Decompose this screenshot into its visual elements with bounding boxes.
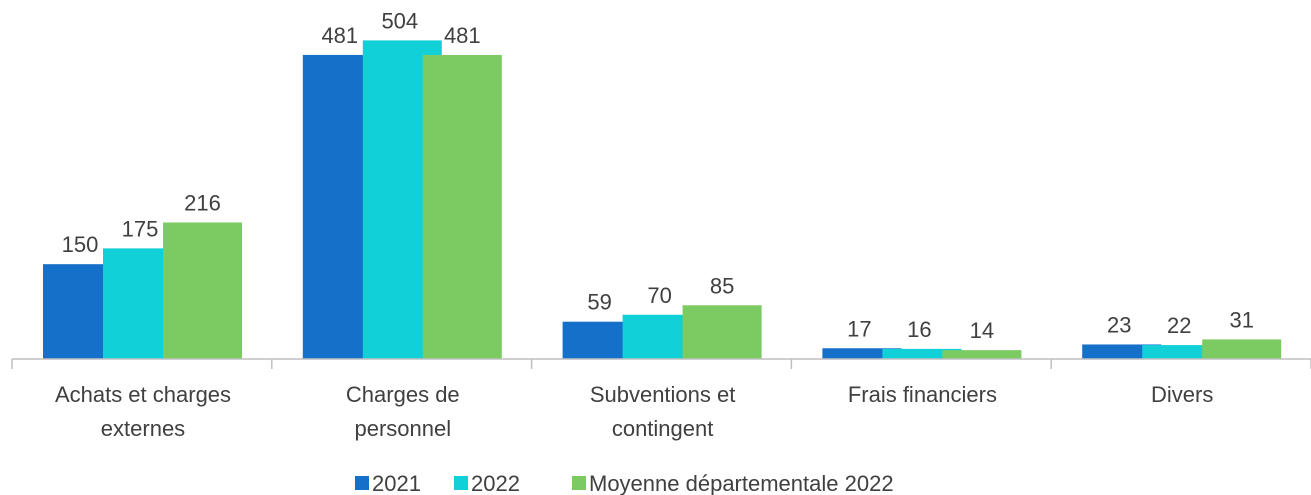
x-tick-label: Divers — [1151, 382, 1214, 407]
bar — [682, 305, 762, 359]
bar — [422, 54, 502, 360]
legend-swatch — [572, 476, 586, 490]
data-label: 23 — [1107, 312, 1131, 337]
data-label: 216 — [184, 190, 221, 215]
data-label: 85 — [710, 273, 734, 298]
legend-label: 2021 — [372, 471, 421, 495]
data-label: 150 — [62, 232, 99, 257]
x-tick-label: Charges de personnel — [345, 382, 460, 441]
legend-swatch — [355, 476, 369, 490]
data-label: 22 — [1167, 313, 1191, 338]
data-label: 31 — [1229, 307, 1253, 332]
bar — [1082, 344, 1162, 359]
data-label: 481 — [321, 23, 358, 48]
bar — [942, 350, 1022, 359]
bar — [1202, 339, 1282, 359]
bar — [1142, 345, 1222, 359]
legend-swatch — [454, 476, 468, 490]
legend-label: Moyenne départementale 2022 — [589, 471, 894, 495]
bar — [163, 222, 242, 359]
data-label: 59 — [587, 290, 611, 315]
data-label: 70 — [647, 283, 671, 308]
x-tick-label: Achats et charges externes — [54, 382, 232, 441]
data-label: 16 — [907, 317, 931, 342]
bar — [822, 348, 902, 359]
legend-label: 2022 — [471, 471, 520, 495]
bar — [882, 348, 962, 359]
x-tick-label: Frais financiers — [847, 382, 997, 407]
data-label: 14 — [970, 318, 994, 343]
data-label: 481 — [444, 23, 481, 48]
x-tick-label: Subventions et contingent — [589, 382, 736, 441]
data-label: 504 — [381, 8, 418, 33]
data-label: 175 — [122, 216, 159, 241]
data-label: 17 — [847, 316, 871, 341]
